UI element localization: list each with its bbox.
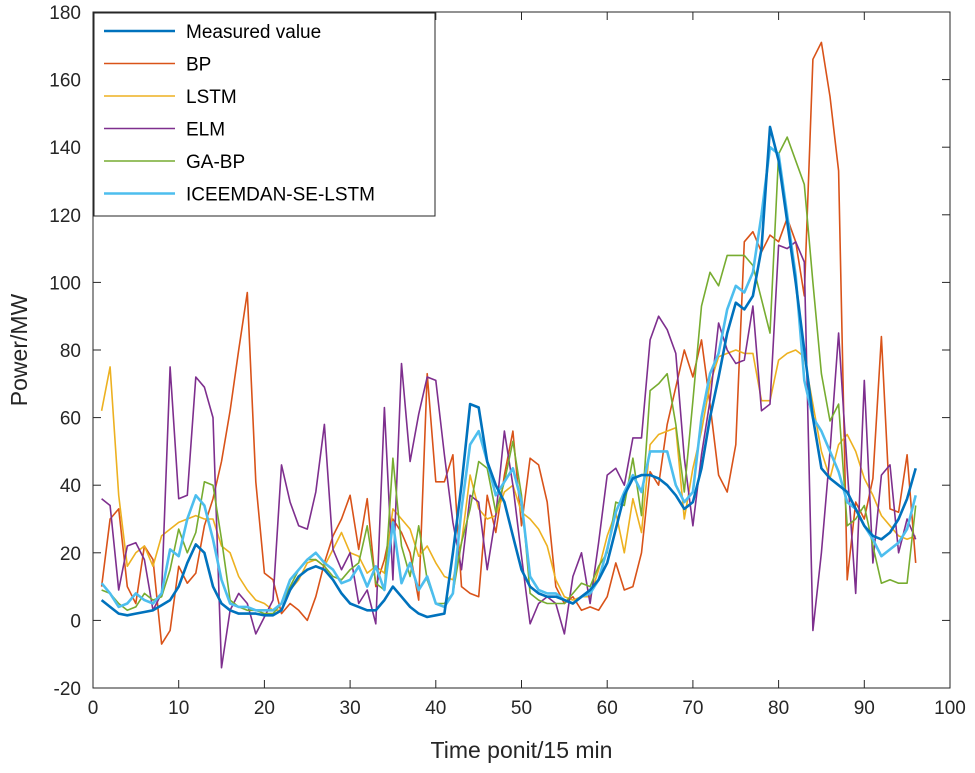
legend-entry: BP: [186, 55, 211, 76]
x-axis-title: Time ponit/15 min: [431, 737, 613, 763]
y-tick-label: 120: [49, 206, 81, 227]
x-tick-label: 80: [768, 698, 789, 719]
axis-ticks: 0 10 20 30 40 50 60 70 80 90 100 -20 0 20 40 60 80 100 120…: [49, 3, 966, 719]
x-tick-label: 70: [682, 698, 703, 719]
series-line-measured-value: [100, 125, 917, 619]
y-tick-label: 40: [60, 476, 81, 497]
x-tick-label: 50: [511, 698, 532, 719]
x-tick-label: 90: [854, 698, 875, 719]
x-tick-label: 60: [597, 698, 618, 719]
x-tick-label: 0: [88, 698, 99, 719]
legend-entry: Measured value: [186, 22, 321, 43]
y-tick-label: 180: [49, 3, 81, 24]
series-layer: [100, 41, 917, 669]
y-tick-label: -20: [54, 679, 81, 700]
x-tick-label: 30: [340, 698, 361, 719]
series-line-lstm: [100, 349, 916, 612]
legend-entry: GA-BP: [186, 152, 245, 173]
legend-entry: ICEEMDAN-SE-LSTM: [186, 185, 375, 206]
y-tick-label: 80: [60, 341, 81, 362]
y-tick-label: 0: [70, 611, 81, 632]
y-axis-title: Power/MW: [6, 293, 32, 406]
legend-entry: ELM: [186, 120, 225, 141]
x-tick-label: 100: [934, 698, 966, 719]
x-tick-label: 40: [425, 698, 446, 719]
y-tick-label: 100: [49, 273, 81, 294]
legend: Measured value BP LSTM ELM GA-BP ICEEMDAN-SE-…: [93, 12, 436, 217]
y-tick-label: 160: [49, 71, 81, 92]
y-tick-label: 60: [60, 409, 81, 430]
legend-entry: LSTM: [186, 87, 237, 108]
x-tick-label: 10: [168, 698, 189, 719]
y-tick-label: 140: [49, 138, 81, 159]
legend-box: [93, 12, 436, 217]
x-tick-label: 20: [254, 698, 275, 719]
y-tick-label: 20: [60, 544, 81, 565]
